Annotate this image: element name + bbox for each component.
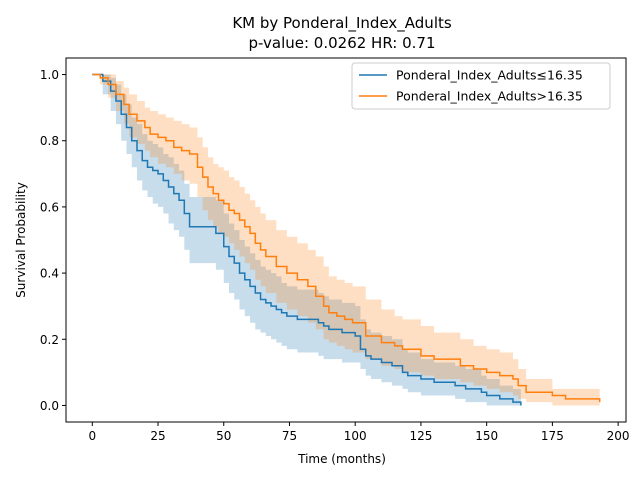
y-axis-label: Survival Probability — [14, 182, 28, 298]
survival-line-series-1 — [92, 73, 522, 406]
x-tick-label: 75 — [282, 429, 297, 443]
survival-line-series-2 — [92, 73, 601, 403]
legend-box — [351, 62, 611, 110]
x-tick-label: 175 — [541, 429, 564, 443]
x-tick-label: 50 — [216, 429, 231, 443]
y-tick-label: 0.0 — [40, 399, 59, 413]
chart-subtitle: p-value: 0.0262 HR: 0.71 — [248, 34, 435, 52]
confidence-bands — [92, 74, 600, 406]
x-axis-label: Time (months) — [297, 452, 386, 466]
x-axis-ticks: 0 25 50 75 100 125 150 175 200 — [88, 422, 630, 443]
y-axis-ticks: 0.0 0.2 0.4 0.6 0.8 1.0 — [40, 68, 66, 413]
x-tick-label: 125 — [409, 429, 432, 443]
y-tick-label: 0.2 — [40, 333, 59, 347]
y-tick-label: 0.4 — [40, 267, 59, 281]
x-tick-label: 25 — [150, 429, 165, 443]
confidence-band-series-1 — [92, 74, 521, 406]
x-tick-label: 200 — [607, 429, 630, 443]
x-tick-label: 100 — [344, 429, 367, 443]
y-tick-label: 0.6 — [40, 200, 59, 214]
x-tick-label: 0 — [88, 429, 96, 443]
legend-label-series-1: Ponderal_Index_Adults≤16.35 — [396, 68, 583, 83]
plot-frame — [65, 57, 627, 423]
legend-label-series-2: Ponderal_Index_Adults>16.35 — [396, 89, 583, 104]
confidence-band-series-2 — [92, 74, 600, 406]
y-tick-label: 0.8 — [40, 134, 59, 148]
x-tick-label: 150 — [475, 429, 498, 443]
survival-curves — [92, 73, 601, 406]
legend: Ponderal_Index_Adults≤16.35 Ponderal_Ind… — [351, 62, 611, 110]
chart-title: KM by Ponderal_Index_Adults — [232, 14, 452, 33]
y-tick-label: 1.0 — [40, 68, 59, 82]
